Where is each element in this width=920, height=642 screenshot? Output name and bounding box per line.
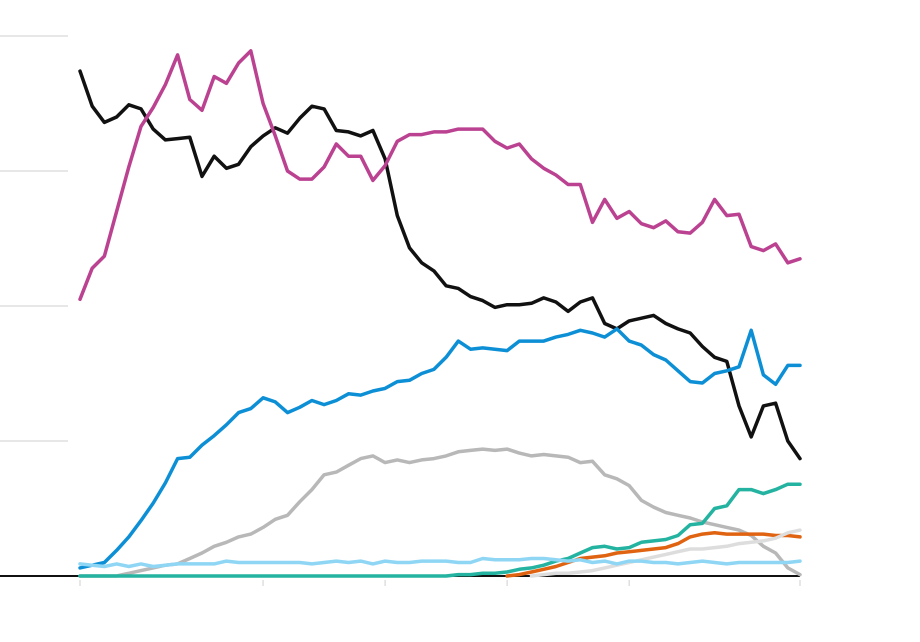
series-line-0 xyxy=(78,69,802,461)
series-line-3 xyxy=(78,447,802,578)
gridlines xyxy=(0,35,800,577)
series-line-5 xyxy=(505,531,802,578)
series-line-1 xyxy=(78,49,802,302)
series-line-4 xyxy=(78,482,802,578)
series-line-2 xyxy=(78,327,802,570)
series-line-6 xyxy=(529,528,802,578)
x-axis-ticks xyxy=(79,580,801,586)
series-line-7 xyxy=(78,556,802,569)
series-lines xyxy=(78,49,802,578)
